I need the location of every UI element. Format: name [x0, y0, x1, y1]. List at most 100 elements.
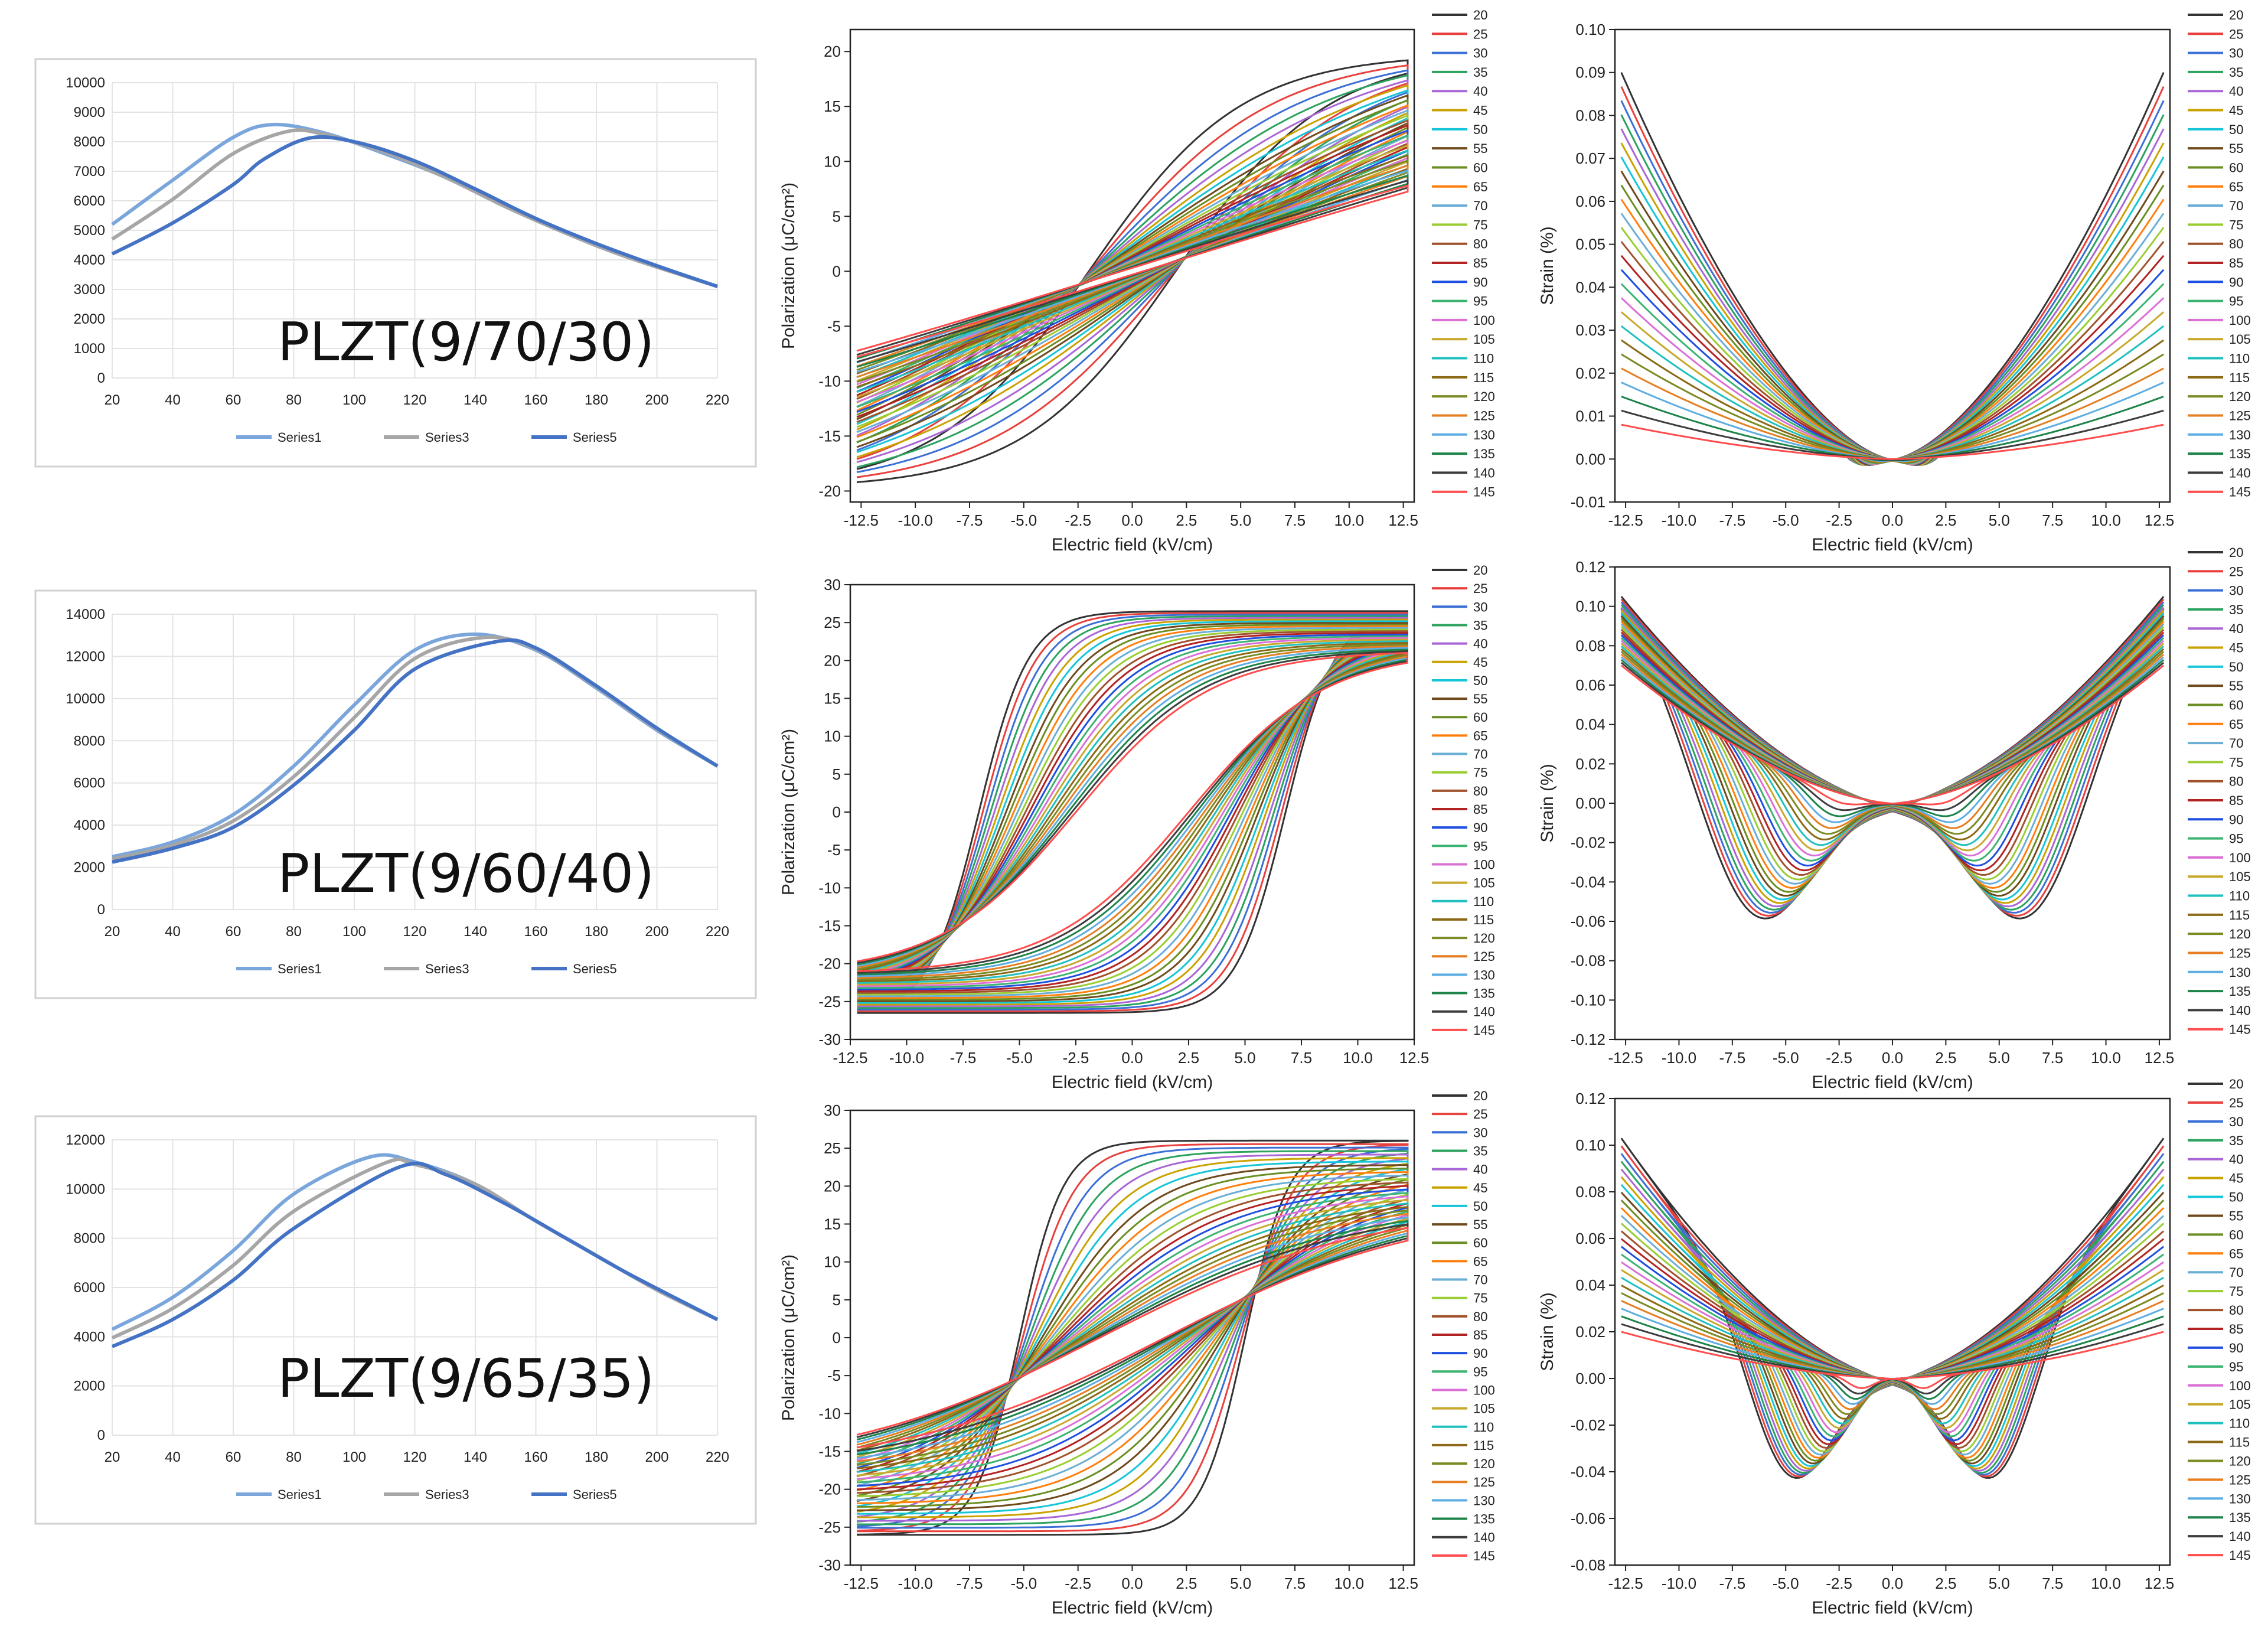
polarization-legend-label: 120	[1473, 1456, 1495, 1471]
dielectric-x-tick-label: 200	[645, 392, 668, 408]
polarization-legend-label: 35	[1473, 1143, 1487, 1158]
polarization-legend-label: 100	[1473, 1383, 1495, 1397]
strain-x-tick-label: 7.5	[2042, 1575, 2063, 1592]
dielectric-y-tick-label: 12000	[66, 648, 105, 664]
dielectric-x-tick-label: 60	[226, 392, 242, 408]
polarization-y-axis-label: Polarization (μC/cm²)	[779, 1254, 798, 1421]
strain-x-tick-label: -2.5	[1826, 1049, 1852, 1067]
dielectric-y-tick-label: 7000	[74, 164, 105, 180]
polarization-x-tick-label: 7.5	[1291, 1049, 1312, 1067]
polarization-legend-label: 130	[1473, 1493, 1495, 1508]
polarization-legend-label: 40	[1473, 84, 1487, 99]
polarization-x-axis-label: Electric field (kV/cm)	[1052, 1598, 1213, 1618]
dielectric-x-tick-label: 100	[342, 924, 366, 940]
strain-legend-label: 140	[2229, 465, 2251, 480]
dielectric-y-tick-label: 10000	[66, 1181, 105, 1197]
polarization-x-tick-label: 12.5	[1388, 511, 1418, 529]
polarization-legend-label: 45	[1473, 103, 1487, 118]
polarization-x-tick-label: -10.0	[898, 1575, 933, 1592]
strain-legend-label: 100	[2229, 313, 2251, 328]
strain-legend-label: 65	[2229, 717, 2243, 732]
strain-loop-145	[1620, 664, 2165, 806]
polarization-legend-label: 30	[1473, 1125, 1487, 1140]
dielectric-y-tick-label: 4000	[74, 252, 105, 268]
polarization-legend-label: 70	[1473, 198, 1487, 213]
strain-y-tick-label: 0.00	[1575, 450, 1605, 468]
polarization-x-tick-label: 0.0	[1121, 1049, 1143, 1067]
strain-x-tick-label: 7.5	[2042, 1049, 2063, 1067]
polarization-y-tick-label: 10	[824, 728, 841, 745]
polarization-legend-label: 140	[1473, 465, 1495, 480]
polarization-legend-label: 45	[1473, 655, 1487, 670]
polarization-y-tick-label: -5	[827, 317, 841, 335]
polarization-y-axis-label: Polarization (μC/cm²)	[779, 182, 798, 349]
dielectric-x-tick-label: 80	[286, 924, 302, 940]
polarization-x-tick-label: -12.5	[844, 1575, 879, 1592]
polarization-loop-140	[857, 650, 1408, 974]
strain-y-tick-label: 0.06	[1575, 676, 1605, 694]
strain-y-tick-label: -0.04	[1571, 873, 1605, 891]
polarization-x-tick-label: -2.5	[1065, 511, 1091, 529]
strain-loop-80	[1620, 628, 2165, 876]
strain-loop-135	[1621, 395, 2164, 462]
strain-y-tick-label: -0.06	[1571, 1510, 1605, 1527]
dielectric-y-tick-label: 5000	[74, 223, 105, 239]
strain-legend-label: 70	[2229, 1265, 2243, 1280]
dielectric-y-tick-label: 4000	[74, 1329, 105, 1345]
strain-x-tick-label: 2.5	[1935, 511, 1956, 529]
polarization-legend-label: 70	[1473, 747, 1487, 762]
polarization-legend-label: 145	[1473, 1023, 1495, 1038]
strain-x-tick-label: -5.0	[1773, 511, 1799, 529]
strain-y-tick-label: 0.09	[1575, 64, 1605, 82]
polarization-legend-label: 55	[1473, 141, 1487, 156]
dielectric-chart-frame	[34, 1115, 757, 1525]
strain-legend-label: 40	[2229, 84, 2243, 99]
polarization-legend-label: 105	[1473, 876, 1495, 891]
strain-y-tick-label: 0.00	[1575, 1370, 1605, 1387]
strain-loop-55	[1620, 1191, 2165, 1465]
polarization-x-tick-label: -5.0	[1006, 1049, 1033, 1067]
polarization-y-tick-label: 10	[824, 1253, 841, 1271]
dielectric-y-tick-label: 10000	[66, 691, 105, 707]
dielectric-series-line-series5	[112, 638, 719, 864]
polarization-legend-label: 95	[1473, 1364, 1487, 1379]
dielectric-legend-label: Series5	[573, 1487, 617, 1502]
polarization-loop-25	[856, 1143, 1409, 1533]
polarization-legend-label: 105	[1473, 1401, 1495, 1416]
strain-loop-145	[1621, 423, 2164, 460]
strain-y-tick-label: 0.07	[1575, 149, 1605, 167]
polarization-legend-label: 20	[1473, 1088, 1487, 1103]
strain-legend-label: 50	[2229, 122, 2243, 137]
polarization-legend-label: 135	[1473, 1512, 1495, 1527]
strain-x-tick-label: 10.0	[2091, 1575, 2121, 1592]
polarization-y-tick-label: 0	[833, 262, 841, 280]
dielectric-x-tick-label: 40	[165, 392, 181, 408]
strain-legend-label: 120	[2229, 389, 2251, 404]
strain-legend-label: 30	[2229, 46, 2243, 61]
strain-x-tick-label: -12.5	[1608, 1049, 1643, 1067]
dielectric-x-tick-label: 40	[165, 924, 181, 940]
polarization-x-tick-label: 2.5	[1176, 1575, 1197, 1592]
polarization-loop-145	[856, 1227, 1409, 1449]
dielectric-y-tick-label: 4000	[74, 817, 105, 833]
polarization-legend-label: 145	[1473, 1549, 1495, 1563]
polarization-x-tick-label: 7.5	[1284, 511, 1306, 529]
strain-y-tick-label: 0.10	[1575, 1136, 1605, 1154]
polarization-legend-label: 120	[1473, 931, 1495, 946]
polarization-legend-label: 130	[1473, 967, 1495, 982]
polarization-x-tick-label: 10.0	[1334, 1575, 1365, 1592]
strain-legend-label: 45	[2229, 641, 2243, 656]
strain-loop-95	[1620, 637, 2165, 862]
dielectric-legend-label: Series1	[278, 961, 322, 976]
strain-legend-label: 70	[2229, 198, 2243, 213]
strain-y-tick-label: -0.02	[1571, 834, 1605, 852]
polarization-x-tick-label: 5.0	[1230, 1575, 1251, 1592]
dielectric-x-tick-label: 80	[286, 392, 302, 408]
polarization-y-tick-label: -10	[818, 1404, 841, 1422]
strain-x-tick-label: -5.0	[1773, 1575, 1799, 1592]
dielectric-x-tick-label: 100	[342, 1449, 366, 1465]
polarization-legend-label: 100	[1473, 857, 1495, 872]
dielectric-x-tick-label: 220	[706, 1449, 729, 1465]
polarization-legend-label: 95	[1473, 839, 1487, 853]
dielectric-x-tick-label: 120	[403, 392, 426, 408]
